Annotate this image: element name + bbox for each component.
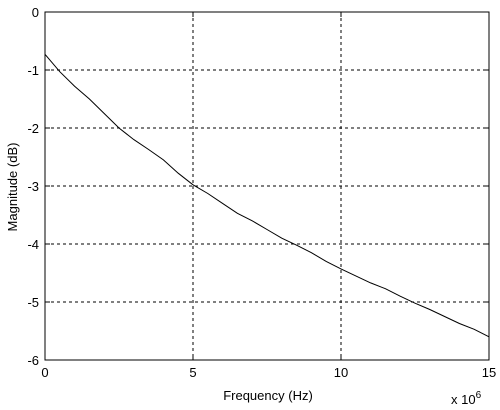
- tick-labels: 0 5 10 15 0 -1 -2 -3 -4 -5 -6: [27, 5, 496, 380]
- magnitude-series-line: [44, 53, 490, 338]
- x-tick-label: 0: [41, 365, 48, 380]
- y-tick-label: -6: [27, 353, 39, 368]
- grid-lines: [45, 12, 489, 360]
- y-tick-label: -3: [27, 179, 39, 194]
- x-multiplier-exponent: 6: [476, 390, 482, 401]
- x-axis-label: Frequency (Hz): [223, 388, 313, 403]
- y-tick-label: -4: [27, 237, 39, 252]
- x-axis-multiplier: x 106: [451, 390, 482, 407]
- x-tick-label: 10: [334, 365, 348, 380]
- tick-marks: [44, 11, 490, 361]
- y-tick-label: 0: [32, 5, 39, 20]
- y-tick-label: -2: [27, 121, 39, 136]
- series-layer: [44, 53, 490, 338]
- x-tick-label: 15: [482, 365, 496, 380]
- y-tick-label: -5: [27, 295, 39, 310]
- y-axis-label: Magnitude (dB): [5, 143, 20, 232]
- x-multiplier-base: x 10: [451, 392, 476, 407]
- x-tick-label: 5: [189, 365, 196, 380]
- y-tick-label: -1: [27, 63, 39, 78]
